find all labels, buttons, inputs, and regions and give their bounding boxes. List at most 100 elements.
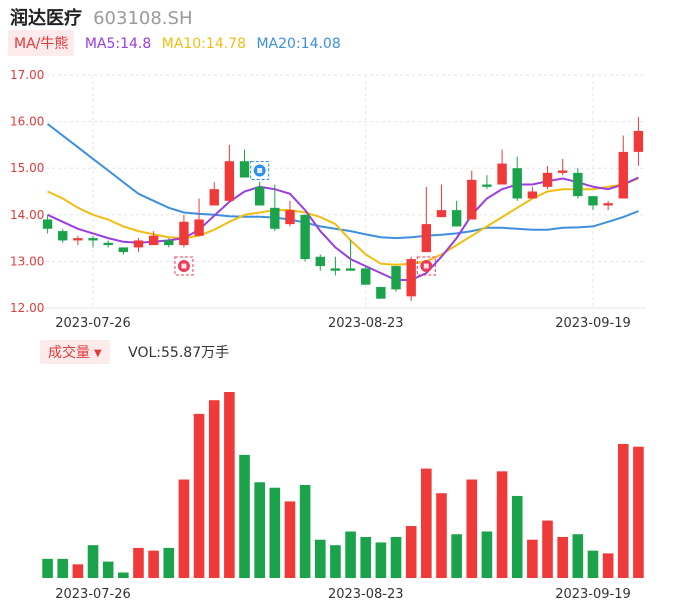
- volume-bar: [405, 526, 417, 578]
- ma20-legend: MA20:14.08: [256, 36, 341, 52]
- price-grid: [40, 74, 646, 309]
- ma20-line: [46, 123, 639, 240]
- candle: [588, 196, 598, 211]
- volume-bar: [451, 534, 462, 578]
- candle-body: [527, 191, 538, 199]
- candle-body: [436, 210, 447, 218]
- volume-value: VOL:55.87万手: [128, 345, 230, 361]
- buy-marker-icon: [416, 256, 436, 276]
- candle-body: [345, 268, 356, 271]
- price-x-axis: 2023-07-26 2023-08-23 2023-09-19: [55, 316, 631, 331]
- volume-bar: [118, 572, 129, 578]
- candle-body: [73, 238, 83, 241]
- candle: [618, 135, 628, 199]
- volume-bar: [239, 454, 250, 578]
- candle-body: [406, 259, 416, 297]
- volume-bar: [557, 536, 568, 578]
- candle: [542, 165, 553, 190]
- volume-x-tick-label: 2023-08-23: [328, 587, 404, 602]
- candle-body: [164, 240, 174, 246]
- candle-body: [300, 214, 310, 260]
- volume-bar: [148, 550, 159, 578]
- ma-legend: MA/牛熊 MA5:14.8 MA10:14.78 MA20:14.08: [8, 30, 347, 56]
- volume-bar: [511, 495, 523, 578]
- candle: [239, 149, 250, 178]
- candle: [345, 240, 356, 271]
- candle: [88, 235, 98, 248]
- volume-bar: [633, 446, 644, 578]
- volume-bar: [42, 558, 53, 578]
- marker-glyph: [257, 168, 263, 174]
- y-tick-label: 12.00: [10, 301, 44, 315]
- candle: [406, 256, 416, 302]
- candle-body: [285, 210, 295, 225]
- volume-selector[interactable]: 成交量 ▼: [40, 340, 110, 364]
- volume-bar: [542, 520, 553, 578]
- marker-frame: [250, 161, 270, 181]
- candle-body: [512, 168, 522, 199]
- volume-series: [42, 392, 644, 578]
- y-tick-label: 13.00: [10, 254, 44, 268]
- candle-body: [482, 184, 492, 187]
- candle: [194, 198, 204, 236]
- volume-bar: [527, 539, 538, 578]
- volume-bar: [178, 479, 190, 578]
- candle: [497, 149, 507, 185]
- candle-body: [194, 219, 204, 236]
- candle-body: [421, 224, 432, 253]
- candle: [58, 228, 68, 243]
- volume-bar: [208, 400, 220, 578]
- volume-bar: [481, 531, 493, 578]
- marker-frame: [174, 256, 194, 276]
- volume-bar: [224, 392, 235, 578]
- candle: [436, 184, 447, 218]
- stock-header: 润达医疗 603108.SH: [10, 4, 193, 29]
- candle: [451, 200, 462, 227]
- stock-name: 润达医疗: [10, 8, 82, 29]
- volume-x-tick-label: 2023-09-19: [555, 587, 631, 602]
- volume-bar: [587, 550, 599, 578]
- ma10-legend: MA10:14.78: [161, 36, 247, 52]
- volume-bar: [87, 545, 99, 578]
- volume-bar: [254, 482, 265, 578]
- volume-bar: [496, 471, 508, 578]
- candle-body: [133, 240, 144, 248]
- volume-bar: [602, 553, 614, 578]
- candle: [73, 235, 83, 246]
- candle-body: [270, 207, 280, 229]
- volume-bar: [163, 547, 175, 578]
- candle-body: [451, 210, 462, 227]
- buy-marker-icon: [174, 256, 194, 276]
- candle-body: [179, 221, 189, 246]
- x-tick-label: 2023-08-23: [328, 316, 404, 331]
- candle-body: [361, 268, 371, 285]
- volume-bar: [436, 493, 447, 578]
- candle: [633, 116, 644, 166]
- indicator-selector[interactable]: MA/牛熊: [8, 30, 75, 56]
- volume-legend: 成交量 ▼ VOL:55.87万手: [40, 340, 229, 364]
- x-tick-label: 2023-09-19: [555, 316, 631, 331]
- candle-body: [557, 170, 568, 173]
- candle-body: [209, 189, 219, 206]
- candle-body: [58, 231, 68, 241]
- candle-body: [103, 242, 113, 246]
- candle: [179, 214, 189, 248]
- candle: [467, 170, 477, 220]
- volume-x-tick-label: 2023-07-26: [55, 587, 131, 602]
- candle-body: [588, 196, 598, 206]
- volume-bar: [390, 536, 402, 578]
- candle-body: [467, 179, 477, 220]
- candle: [285, 200, 295, 227]
- candle: [376, 287, 386, 299]
- sell-marker-icon: [250, 161, 270, 181]
- volume-bar: [360, 536, 372, 578]
- candle-body: [254, 186, 265, 206]
- candle-body: [497, 163, 507, 185]
- candle-body: [573, 172, 583, 197]
- x-tick-label: 2023-07-26: [55, 316, 131, 331]
- candle: [573, 168, 583, 199]
- volume-bar: [375, 542, 387, 578]
- moving-average-lines: [46, 123, 639, 281]
- ma10-line: [47, 177, 639, 266]
